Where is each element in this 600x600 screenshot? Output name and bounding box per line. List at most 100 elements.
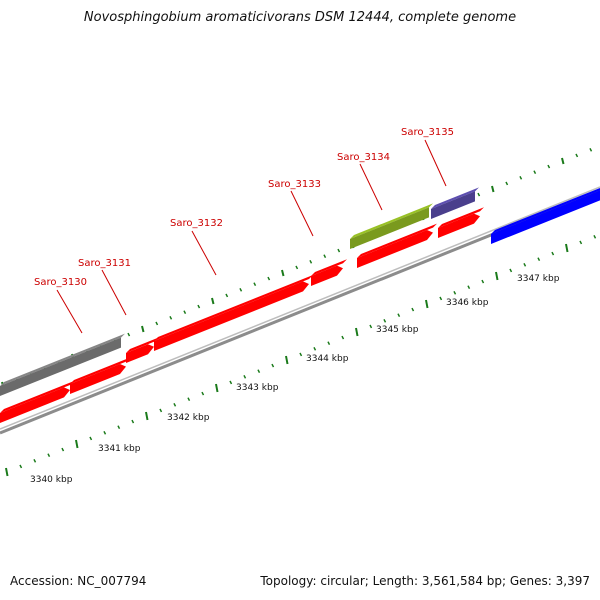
- feature-gray: [0, 337, 121, 396]
- ruler-tick-mark: [243, 374, 247, 379]
- gene-label-line: [290, 190, 314, 237]
- upper-tick-mark: [533, 170, 537, 175]
- ruler-tick-mark: [299, 352, 303, 357]
- ruler-tick-mark: [47, 453, 51, 458]
- upper-tick-mark: [477, 192, 481, 197]
- cds-saro-3132-top: [154, 275, 313, 341]
- ruler-label: 3340 kbp: [30, 475, 73, 485]
- gene-label: Saro_3130: [34, 277, 87, 288]
- gene-label: Saro_3131: [78, 258, 131, 269]
- upper-tick-mark: [183, 310, 187, 315]
- ruler-tick-mark: [397, 313, 401, 318]
- ruler-tick-mark: [215, 383, 219, 393]
- feature-blue-top: [491, 187, 600, 234]
- cds-saro-3131-top: [70, 357, 130, 384]
- ruler-tick-mark: [159, 408, 163, 413]
- upper-tick-mark: [281, 269, 285, 277]
- ruler-tick-mark: [593, 234, 597, 239]
- upper-tick-mark: [141, 325, 145, 333]
- ruler-tick-mark: [33, 458, 37, 463]
- ruler-tick-mark: [103, 430, 107, 435]
- ruler-tick-mark: [565, 243, 569, 253]
- cds-saro-3132-part-top: [126, 337, 158, 353]
- ruler-tick-mark: [313, 346, 317, 351]
- ruler-tick-mark: [145, 411, 149, 421]
- upper-tick-mark: [239, 287, 243, 292]
- cds-saro-3132: [154, 281, 309, 351]
- ruler-tick-mark: [201, 391, 205, 396]
- upper-tick-mark: [547, 164, 551, 169]
- genome-title: Novosphingobium aromaticivorans DSM 1244…: [83, 10, 517, 25]
- gene-label: Saro_3133: [268, 179, 321, 190]
- upper-tick-mark: [505, 181, 509, 186]
- ruler-tick-mark: [579, 240, 583, 245]
- ruler-tick-mark: [187, 397, 191, 402]
- ruler-tick-mark: [495, 271, 499, 281]
- gene-label: Saro_3132: [170, 218, 223, 229]
- ruler-tick-mark: [131, 419, 135, 424]
- ruler-tick-mark: [425, 299, 429, 309]
- ruler-tick-mark: [327, 341, 331, 346]
- upper-tick-mark: [561, 157, 565, 165]
- ruler-tick-mark: [5, 467, 9, 477]
- cds-saro-3133: [311, 265, 343, 286]
- ruler-label: 3342 kbp: [167, 413, 210, 423]
- cds-saro-3133-top: [311, 259, 347, 276]
- ruler-tick-mark: [551, 251, 555, 256]
- ruler-tick-mark: [439, 296, 443, 301]
- upper-tick-mark: [491, 185, 495, 193]
- ruler-tick-mark: [453, 290, 457, 295]
- cds-saro-3135: [438, 213, 480, 238]
- cds-saro-3132-part: [126, 344, 154, 363]
- ruler-tick-mark: [467, 285, 471, 290]
- feature-gray-top: [0, 333, 125, 386]
- gene-label: Saro_3134: [337, 152, 390, 163]
- gene-label-line: [191, 230, 217, 276]
- ruler-tick-mark: [61, 447, 65, 452]
- ruler-tick-mark: [481, 279, 485, 284]
- cds-saro-3134: [357, 230, 433, 268]
- upper-tick-mark: [337, 248, 341, 253]
- feature-purple-top: [431, 187, 479, 209]
- ruler-label: 3343 kbp: [236, 383, 279, 393]
- ruler-tick-mark: [537, 257, 541, 262]
- cds-saro-3130: [0, 387, 70, 423]
- ruler-tick-mark: [89, 436, 93, 441]
- upper-tick-mark: [169, 315, 173, 320]
- gene-label-line: [424, 139, 447, 187]
- ruler-label: 3346 kbp: [446, 298, 489, 308]
- upper-tick-mark: [211, 297, 215, 305]
- cds-saro-3134-top: [357, 223, 437, 258]
- ruler-label: 3347 kbp: [517, 274, 560, 284]
- ruler-tick-mark: [523, 262, 527, 267]
- ruler-label: 3344 kbp: [306, 354, 349, 364]
- upper-tick-mark: [295, 265, 299, 270]
- upper-tick-mark: [197, 304, 201, 309]
- gene-label-line: [56, 289, 83, 334]
- genome-backbone-highlight: [0, 186, 600, 430]
- feature-green: [350, 207, 429, 249]
- upper-tick-mark: [589, 147, 593, 152]
- feature-green-top: [350, 203, 433, 239]
- ruler-tick-mark: [369, 324, 373, 329]
- upper-tick-mark: [267, 276, 271, 281]
- ruler-tick-mark: [509, 268, 513, 273]
- ruler-tick-mark: [19, 464, 23, 469]
- ruler-tick-mark: [173, 402, 177, 407]
- ruler-tick-mark: [229, 380, 233, 385]
- ruler-tick-mark: [271, 363, 275, 368]
- upper-tick-mark: [155, 321, 159, 326]
- ruler-tick-mark: [383, 318, 387, 323]
- topology-text: Topology: circular; Length: 3,561,584 bp…: [260, 574, 590, 588]
- ruler-tick-mark: [117, 425, 121, 430]
- ruler-tick-mark: [355, 327, 359, 337]
- ruler-tick-mark: [257, 369, 261, 374]
- feature-purple: [431, 191, 475, 219]
- upper-tick-mark: [309, 259, 313, 264]
- upper-tick-mark: [519, 175, 523, 180]
- gene-label-line: [101, 269, 127, 316]
- cds-saro-3131: [70, 364, 126, 394]
- cds-saro-3135-top: [438, 207, 484, 228]
